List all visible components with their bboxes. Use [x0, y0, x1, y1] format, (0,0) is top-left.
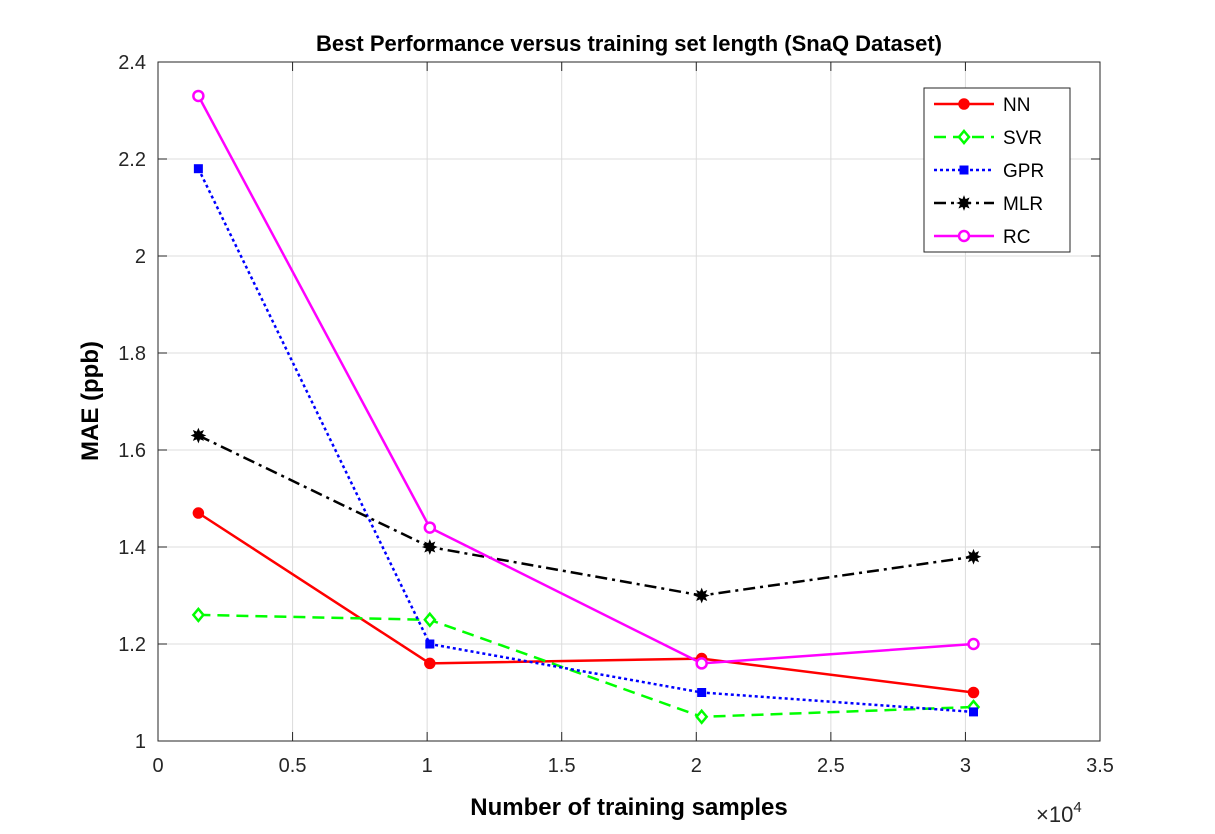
legend-label-gpr: GPR	[1003, 161, 1044, 182]
y-tick-label: 2.2	[118, 149, 146, 171]
data-point-nn	[967, 686, 980, 699]
series-svr	[191, 606, 981, 725]
series-line-svr	[198, 613, 974, 719]
chart-title: Best Performance versus training set len…	[316, 31, 942, 56]
series-line-gpr	[197, 168, 974, 714]
data-point-gpr	[969, 707, 979, 717]
data-point-rc	[423, 521, 437, 534]
y-axis-label: MAE (ppb)	[77, 341, 104, 461]
legend: NN SVR GPR MLR RC	[923, 87, 1071, 253]
x-tick-label: 2	[691, 755, 702, 777]
data-point-mlr	[190, 427, 207, 444]
series-line-rc	[197, 95, 974, 665]
legend-label-nn: NN	[1003, 95, 1030, 116]
plot-area-frame	[157, 61, 1101, 742]
legend-label-svr: SVR	[1003, 128, 1042, 149]
y-tick-label: 1.4	[118, 537, 146, 559]
data-point-nn	[424, 657, 436, 670]
legend-marker-svr	[957, 129, 971, 145]
data-point-gpr	[697, 688, 707, 697]
data-point-nn	[192, 507, 205, 519]
legend-box	[923, 87, 1071, 253]
data-point-mlr	[421, 539, 438, 555]
x-tick-label: 1	[422, 755, 433, 777]
legend-marker-rc	[957, 229, 971, 243]
series-rc	[192, 89, 980, 670]
data-point-rc	[192, 89, 205, 103]
x-tick-label: 3	[960, 755, 971, 777]
x-tick-label: 0.5	[279, 755, 307, 777]
legend-label-mlr: MLR	[1003, 194, 1043, 215]
legend-label-rc: RC	[1003, 227, 1030, 248]
y-tick-label: 1.6	[118, 440, 146, 462]
data-point-gpr	[193, 164, 203, 174]
series-gpr	[193, 164, 979, 717]
data-point-svr	[695, 708, 709, 725]
series-layer	[190, 89, 982, 725]
y-tick-label: 2	[135, 246, 146, 268]
data-point-mlr	[693, 587, 710, 604]
y-tick-label: 1	[135, 731, 146, 753]
y-tick-label: 1.2	[118, 634, 146, 656]
axis-ticks: 0 0.5 1 1.5 2 2.5 3 3.5 1 1.2 1.4 1.6 1.8 2 2.2 2.4	[118, 52, 1114, 777]
x-tick-label: 1.5	[548, 755, 576, 777]
data-point-rc	[695, 657, 708, 670]
data-point-svr	[191, 606, 205, 623]
series-mlr	[190, 427, 982, 604]
legend-marker-nn	[958, 98, 970, 110]
series-line-mlr	[197, 434, 974, 597]
y-tick-label: 2.4	[118, 52, 146, 74]
x-exponent-label: ×104	[1036, 799, 1082, 827]
legend-marker-gpr	[959, 165, 969, 175]
y-tick-label: 1.8	[118, 343, 146, 365]
x-tick-label: 0	[152, 755, 163, 777]
x-axis-label: Number of training samples	[470, 794, 787, 821]
x-tick-label: 2.5	[817, 755, 845, 777]
data-point-gpr	[425, 639, 435, 649]
data-point-mlr	[965, 548, 982, 565]
x-tick-label: 3.5	[1086, 755, 1114, 777]
data-point-rc	[967, 637, 980, 651]
legend-marker-mlr	[956, 195, 972, 211]
series-line-nn	[197, 511, 974, 694]
data-point-svr	[423, 611, 437, 628]
